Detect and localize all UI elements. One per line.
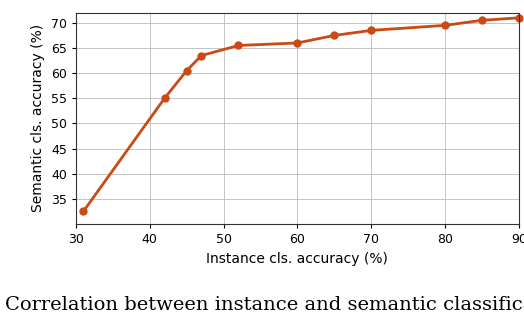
X-axis label: Instance cls. accuracy (%): Instance cls. accuracy (%) <box>206 252 388 266</box>
Text: Correlation between instance and semantic classificat: Correlation between instance and semanti… <box>5 296 524 314</box>
Y-axis label: Semantic cls. accuracy (%): Semantic cls. accuracy (%) <box>31 24 46 212</box>
